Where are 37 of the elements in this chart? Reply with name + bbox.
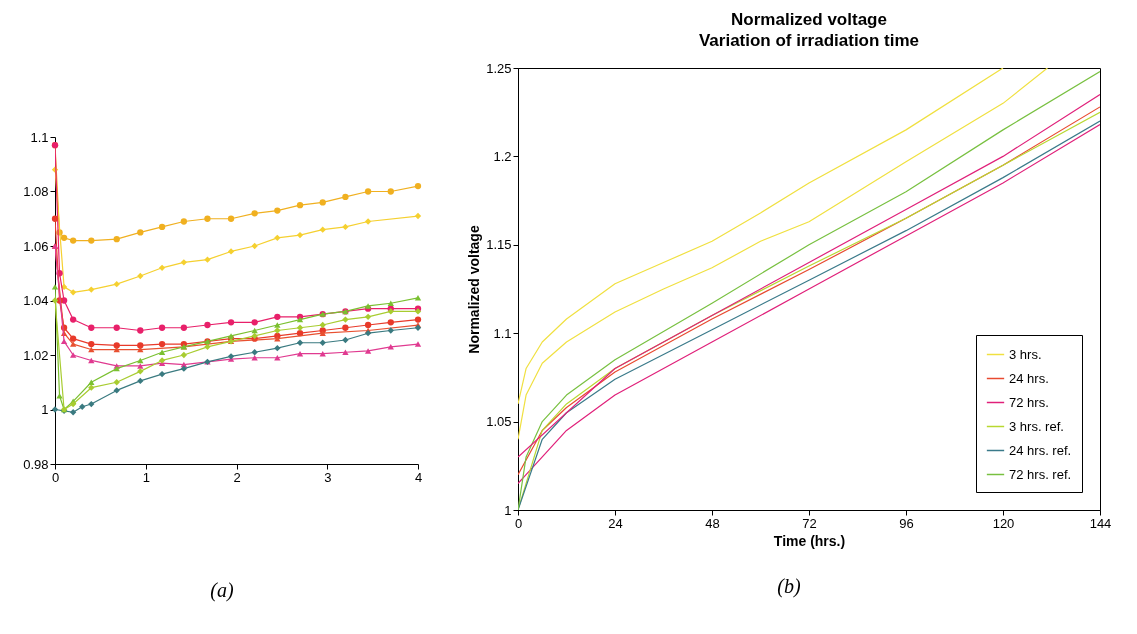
chart-subtitle: Variation of irradiation time xyxy=(698,31,920,50)
legend-label: 3 hrs. ref. xyxy=(1009,418,1064,434)
y-tick-label: 1.02 xyxy=(23,347,49,363)
x-tick-label: 0 xyxy=(51,469,60,485)
x-tick-label: 0 xyxy=(514,515,523,531)
x-tick-label: 144 xyxy=(1089,515,1112,531)
x-tick-label: 120 xyxy=(992,515,1015,531)
x-tick-label: 72 xyxy=(802,515,817,531)
x-tick-label: 3 xyxy=(324,469,332,485)
y-tick-label: 1.05 xyxy=(486,414,512,430)
y-tick-label: 1.1 xyxy=(493,325,512,341)
x-tick-label: 2 xyxy=(233,469,241,485)
y-tick-label: 1 xyxy=(504,502,512,518)
y-tick-label: 1 xyxy=(41,402,49,417)
y-tick-label: 1.15 xyxy=(486,237,512,253)
y-tick-label: 1.25 xyxy=(486,60,512,76)
x-axis-title: Time (hrs.) xyxy=(773,532,846,549)
y-tick-label: 0.98 xyxy=(23,456,49,472)
legend-label: 72 hrs. xyxy=(1009,394,1049,410)
y-tick-label: 1.08 xyxy=(23,184,49,199)
x-tick-label: 1 xyxy=(142,469,150,485)
x-tick-label: 24 xyxy=(608,515,623,531)
legend-label: 3 hrs. xyxy=(1009,346,1042,362)
chart-title: Normalized voltage xyxy=(731,10,887,29)
legend-label: 72 hrs. ref. xyxy=(1009,466,1072,482)
y-tick-label: 1.04 xyxy=(23,293,49,308)
x-tick-label: 96 xyxy=(899,515,914,531)
y-tick-label: 1.2 xyxy=(493,148,512,164)
text: (a) xyxy=(210,579,234,602)
y-axis-title: Normalized voltage xyxy=(466,225,483,354)
legend-label: 24 hrs. ref. xyxy=(1009,442,1072,458)
y-tick-label: 1.06 xyxy=(23,238,49,254)
x-tick-label: 4 xyxy=(414,469,423,485)
legend-label: 24 hrs. xyxy=(1009,370,1049,386)
text: (b) xyxy=(777,575,801,598)
y-tick-label: 1.1 xyxy=(30,129,49,145)
x-tick-label: 48 xyxy=(705,515,720,531)
